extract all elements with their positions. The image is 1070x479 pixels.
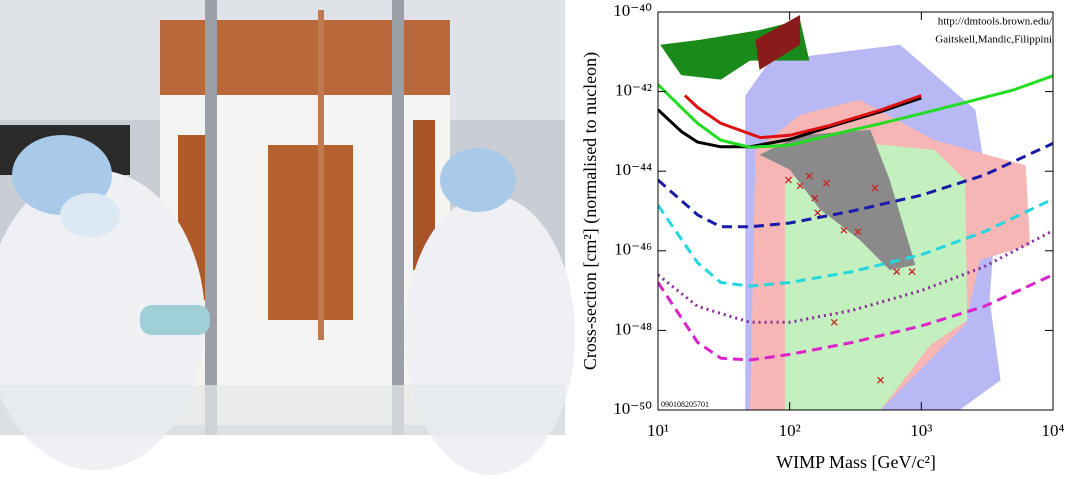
annotation: http://dmtools.brown.edu/ [938, 16, 1053, 28]
y-tick-label: 10⁻⁴⁰ [613, 1, 652, 20]
photo-rod [392, 0, 404, 435]
x-tick-label: 10³ [910, 421, 932, 440]
x-tick-label: 10² [779, 421, 801, 440]
photo-copper-top [160, 20, 450, 95]
plot [658, 15, 1053, 410]
photo-cap [440, 148, 516, 212]
photo-glove [140, 305, 210, 335]
y-tick-label: 10⁻⁴⁶ [614, 240, 652, 259]
photo-coil [268, 145, 353, 320]
x-tick-label: 10⁴ [1042, 421, 1065, 440]
y-tick-label: 10⁻⁴⁴ [614, 160, 652, 179]
y-axis-title: Cross-section [cm²] (normalised to nucle… [580, 52, 601, 370]
y-tick-label: 10⁻⁵⁰ [613, 399, 652, 418]
x-tick-label: 10¹ [647, 421, 669, 440]
annotation: Gaitskell,Mandic,Filippini [935, 34, 1052, 46]
y-tick-label: 10⁻⁴² [615, 81, 652, 100]
figure: http://dmtools.brown.edu/ Gaitskell,Mand… [0, 0, 1070, 479]
photo-rod [205, 0, 217, 435]
photo-mask [60, 193, 120, 237]
photo-tube [318, 10, 324, 340]
annotation: 090108205701 [661, 400, 709, 409]
photo [0, 0, 575, 475]
y-tick-label: 10⁻⁴⁸ [614, 319, 652, 338]
photo-floor [0, 385, 565, 435]
page: {"chart_data": { "type": "line", "x_labe… [0, 0, 1070, 479]
x-axis-title: WIMP Mass [GeV/c²] [776, 452, 936, 472]
